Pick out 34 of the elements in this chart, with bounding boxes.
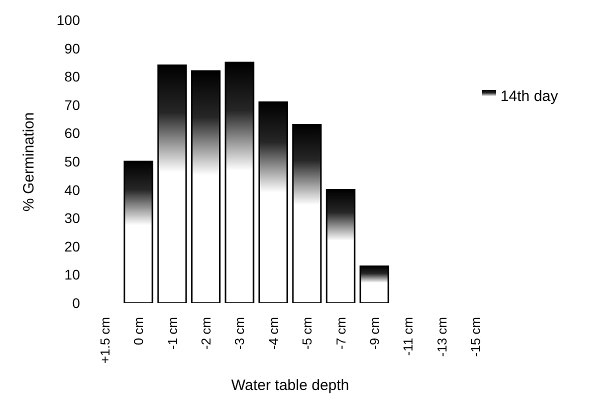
x-axis-title: Water table depth bbox=[231, 377, 350, 394]
x-tick-label: 0 cm bbox=[131, 317, 146, 346]
y-tick-label: 80 bbox=[64, 68, 80, 85]
x-tick-label: -15 cm bbox=[468, 317, 484, 357]
x-tick-label: -5 cm bbox=[300, 317, 315, 350]
x-tick-label: -13 cm bbox=[434, 317, 450, 357]
y-tick-label: 100 bbox=[56, 12, 80, 28]
bar bbox=[224, 62, 254, 303]
y-tick-label: 0 bbox=[72, 294, 80, 311]
legend-label: 14th day bbox=[500, 88, 558, 105]
y-tick-label: 70 bbox=[64, 96, 80, 113]
x-tick-label: -11 cm bbox=[400, 317, 416, 356]
y-tick-label: 60 bbox=[64, 125, 80, 142]
y-tick-label: 10 bbox=[64, 266, 80, 283]
bar bbox=[191, 70, 221, 303]
bar bbox=[157, 64, 187, 303]
x-tick-label: -1 cm bbox=[164, 317, 180, 350]
bar bbox=[292, 124, 322, 303]
y-tick-label: 40 bbox=[64, 182, 80, 198]
x-tick-label: -2 cm bbox=[198, 317, 214, 350]
y-axis-title: % Germination bbox=[20, 112, 38, 212]
y-tick-label: 20 bbox=[64, 238, 80, 254]
x-tick-label: +1.5 cm bbox=[97, 317, 112, 364]
x-tick-label: -9 cm bbox=[366, 317, 382, 350]
y-tick-label: 30 bbox=[64, 210, 80, 226]
bar bbox=[360, 265, 390, 303]
bar bbox=[124, 160, 154, 303]
bar bbox=[258, 101, 288, 303]
y-tick-label: 50 bbox=[64, 153, 80, 170]
x-tick-label: -3 cm bbox=[232, 317, 248, 350]
bar bbox=[326, 189, 356, 303]
x-tick-label: -4 cm bbox=[266, 317, 281, 350]
x-tick-label: -7 cm bbox=[333, 317, 348, 350]
y-tick-label: 90 bbox=[64, 40, 80, 56]
